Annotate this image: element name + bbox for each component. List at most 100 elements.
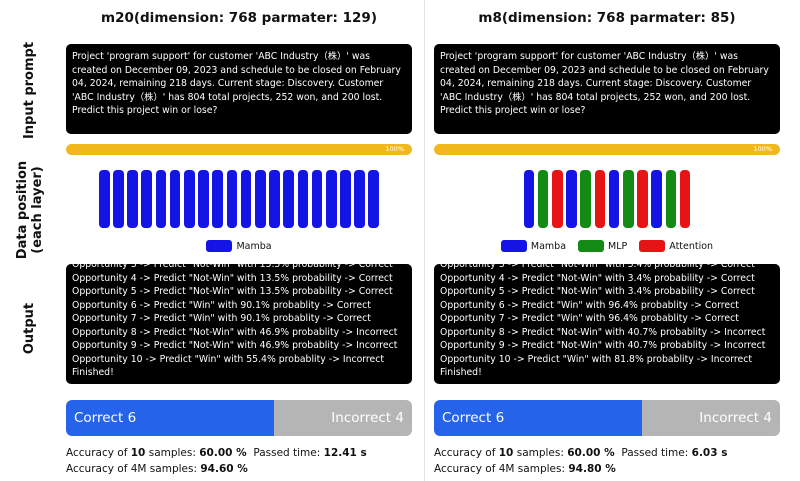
progress-bar: 100% xyxy=(434,144,780,155)
acc4m-prefix: Accuracy of 4M samples: xyxy=(434,463,565,475)
output-line: Opportunity 5 -> Predict "Not-Win" with … xyxy=(72,286,393,297)
output-line: Opportunity 3 -> Predict "Not-Win" with … xyxy=(72,264,393,270)
legend-swatch xyxy=(578,240,605,252)
time-label: Passed time: xyxy=(621,447,689,459)
acc10-n: 10 xyxy=(498,447,514,459)
incorrect-label: Incorrect 4 xyxy=(331,410,404,426)
layer-block-mamba xyxy=(608,170,620,228)
legend-label: MLP xyxy=(608,240,628,252)
layer-block-mamba xyxy=(98,170,110,228)
progress-fill xyxy=(66,144,412,155)
layer-block-mamba xyxy=(226,170,238,228)
layer-block-mamba xyxy=(141,170,153,228)
layer-block-mamba xyxy=(354,170,365,228)
row-label-output: Output xyxy=(0,268,60,388)
layer-block-mamba xyxy=(368,170,380,228)
prompt-text: Project 'program support' for customer '… xyxy=(72,51,401,103)
acc4m-value: 94.60 % xyxy=(200,463,248,475)
legend-swatch xyxy=(639,240,666,252)
panel-title: m8(dimension: 768 parmater: 85) xyxy=(478,10,736,26)
layer-block-mamba xyxy=(113,170,124,228)
layer-block-mamba xyxy=(212,170,224,228)
stats: Accuracy of 10 samples: 60.00 % Passed t… xyxy=(66,445,412,477)
output-line: Opportunity 6 -> Predict "Win" with 90.1… xyxy=(72,299,371,311)
layer-legend: Mamba xyxy=(66,240,412,252)
row-label-input-text: Input prompt xyxy=(22,41,38,139)
score-bar: Correct 6 Incorrect 4 xyxy=(66,400,412,436)
layer-block-attention xyxy=(552,170,563,228)
correct-fill xyxy=(66,400,274,436)
incorrect-label: Incorrect 4 xyxy=(699,410,772,426)
legend-item-mamba: Mamba xyxy=(500,240,566,252)
correct-label: Correct 6 xyxy=(74,410,137,426)
layer-block-mamba xyxy=(240,170,252,228)
input-prompt-box: Project 'program support' for customer '… xyxy=(434,44,780,134)
layer-block-mlp xyxy=(537,170,549,228)
prompt-question: Predict this project win or lose? xyxy=(72,105,218,116)
legend-item-mamba: Mamba xyxy=(206,240,272,252)
layer-block-mamba xyxy=(184,170,195,228)
row-label-output-text: Output xyxy=(22,302,38,354)
row-label-data-position: Data position (each layer) xyxy=(0,160,60,260)
output-line: Opportunity 9 -> Predict "Not-Win" with … xyxy=(440,340,766,351)
prompt-text: Project 'program support' for customer '… xyxy=(440,51,769,103)
layer-stack xyxy=(434,170,780,228)
output-line: Opportunity 8 -> Predict "Not-Win" with … xyxy=(440,326,766,338)
model-panel-m20: m20(dimension: 768 parmater: 129) Projec… xyxy=(66,0,412,481)
layer-block-attention xyxy=(594,170,606,228)
acc10-mid: samples: xyxy=(148,447,196,459)
layer-block-attention xyxy=(679,170,691,228)
output-line: Finished! xyxy=(440,367,482,378)
row-label-data-text: Data position (each layer) xyxy=(15,161,45,259)
layer-block-mamba xyxy=(269,170,280,228)
acc10-mid: samples: xyxy=(516,447,564,459)
layer-block-mlp xyxy=(580,170,592,228)
layer-block-mlp xyxy=(622,170,634,228)
output-line: Finished! xyxy=(72,367,114,378)
layer-block-mamba xyxy=(340,170,351,228)
prompt-question: Predict this project win or lose? xyxy=(440,105,586,116)
output-line: Opportunity 4 -> Predict "Not-Win" with … xyxy=(440,272,755,284)
stats-line-10-samples: Accuracy of 10 samples: 60.00 % Passed t… xyxy=(434,445,780,461)
layer-block-mamba xyxy=(127,170,138,228)
row-label-input: Input prompt xyxy=(0,40,60,140)
stats: Accuracy of 10 samples: 60.00 % Passed t… xyxy=(434,445,780,477)
acc4m-value: 94.80 % xyxy=(568,463,616,475)
output-lines: Opportunity 3 -> Predict "Not-Win" with … xyxy=(440,264,774,380)
output-line: Opportunity 4 -> Predict "Not-Win" with … xyxy=(72,272,393,284)
layer-block-mamba xyxy=(523,170,535,228)
panel-title: m20(dimension: 768 parmater: 129) xyxy=(101,10,377,26)
layer-block-mlp xyxy=(665,170,677,228)
layer-block-mamba xyxy=(283,170,294,228)
output-lines: Opportunity 3 -> Predict "Not-Win" with … xyxy=(72,264,406,380)
legend-label: Mamba xyxy=(236,240,272,252)
layer-block-mamba xyxy=(651,170,662,228)
legend-swatch xyxy=(500,240,527,252)
time-value: 6.03 s xyxy=(691,447,728,459)
layer-block-mamba xyxy=(198,170,209,228)
correct-label: Correct 6 xyxy=(442,410,505,426)
output-line: Opportunity 7 -> Predict "Win" with 96.4… xyxy=(440,313,739,324)
acc4m-prefix: Accuracy of 4M samples: xyxy=(66,463,197,475)
progress-fill xyxy=(434,144,780,155)
layer-block-mamba xyxy=(311,170,323,228)
input-prompt-box: Project 'program support' for customer '… xyxy=(66,44,412,134)
output-line: Opportunity 5 -> Predict "Not-Win" with … xyxy=(440,286,755,297)
output-line: Opportunity 8 -> Predict "Not-Win" with … xyxy=(72,326,398,338)
output-console: Opportunity 3 -> Predict "Not-Win" with … xyxy=(434,264,780,384)
layer-block-mamba xyxy=(297,170,309,228)
acc10-prefix: Accuracy of xyxy=(434,447,496,459)
time-value: 12.41 s xyxy=(323,447,367,459)
model-panel-m8: m8(dimension: 768 parmater: 85) Project … xyxy=(434,0,780,481)
stats-line-4m-samples: Accuracy of 4M samples: 94.60 % xyxy=(66,461,412,477)
acc10-value: 60.00 % xyxy=(567,447,615,459)
output-console: Opportunity 3 -> Predict "Not-Win" with … xyxy=(66,264,412,384)
layer-block-attention xyxy=(637,170,648,228)
layer-block-mamba xyxy=(254,170,266,228)
acc10-prefix: Accuracy of xyxy=(66,447,128,459)
acc10-value: 60.00 % xyxy=(199,447,247,459)
progress-label: 100% xyxy=(385,145,404,153)
layer-block-mamba xyxy=(169,170,181,228)
output-line: Opportunity 10 -> Predict "Win" with 55.… xyxy=(72,353,385,365)
row-label-data-line2: (each layer) xyxy=(30,166,45,254)
